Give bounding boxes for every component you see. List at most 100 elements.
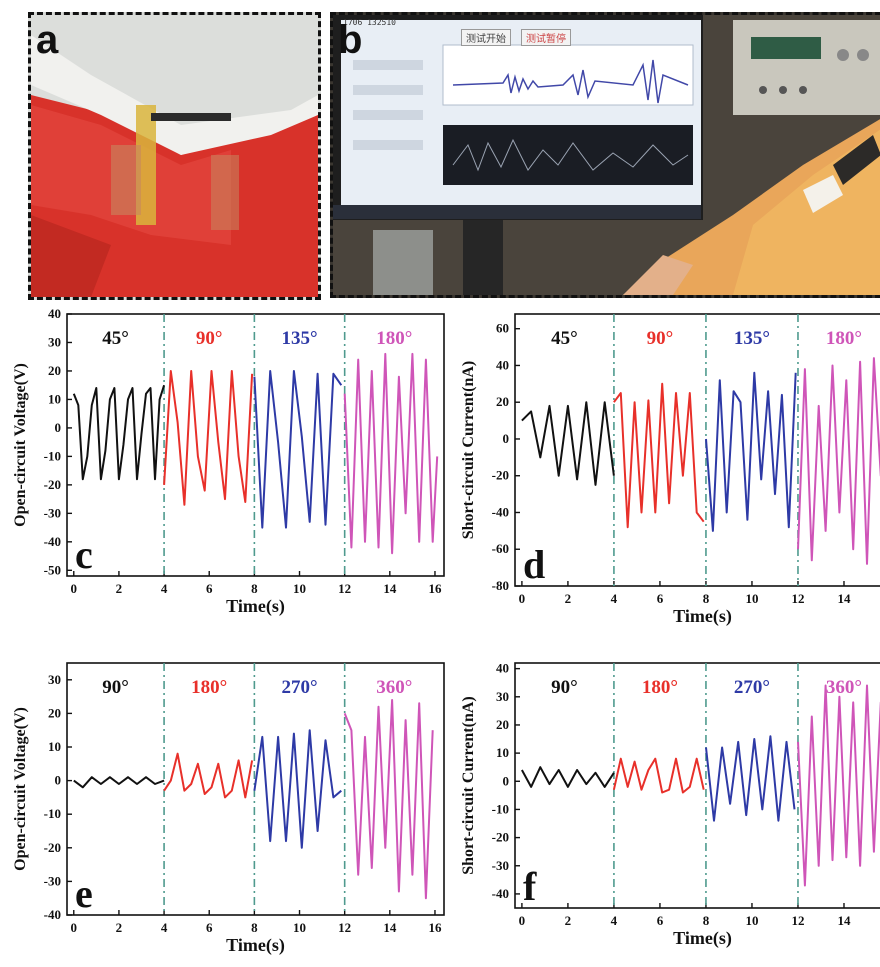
y-tick-label: -20 [44,840,61,855]
y-tick-label: 30 [496,689,509,704]
x-tick-label: 6 [657,913,664,928]
y-tick-label: 60 [496,321,509,336]
x-tick-label: 6 [657,591,664,606]
y-tick-label: 40 [48,306,61,321]
x-tick-label: 4 [161,581,168,596]
x-tick-label: 0 [71,920,78,935]
x-tick-label: 14 [383,581,397,596]
x-tick-label: 12 [791,913,804,928]
y-tick-label: -40 [492,886,509,901]
photo-arm-elbow [28,12,321,300]
series-line-2 [253,370,343,529]
photo-test-setup: 测试开始 测试暂停 1706 132510 [330,12,880,298]
chart-e: -40 -30 -20 -10 0 10 20 30 0 2 4 6 8 10 12 14 16 90° 180° 2… [12,662,445,956]
series-line-2 [705,371,797,532]
plot-frame [66,662,445,916]
y-tick-label: 40 [496,661,509,676]
y-tick-label: -30 [44,873,61,888]
panel-label-d: d [523,542,545,587]
panel-label-e: e [75,871,93,916]
series-label: 270° [734,677,770,698]
y-tick-label: 10 [496,745,509,760]
x-tick-label: 2 [116,581,123,596]
chart-c: -50 -40 -30 -20 -10 0 10 20 30 40 0 2 4 6 8 10 12 14 16 45°… [12,306,445,617]
x-tick-label: 6 [206,920,213,935]
series-label: 360° [826,677,862,698]
x-tick-label: 6 [206,581,213,596]
series-line-1 [163,752,254,799]
series-label: 270° [281,677,317,698]
y-tick-label: -80 [492,578,509,593]
series-line-0 [72,384,166,481]
x-tick-label: 4 [161,920,168,935]
series-line-2 [705,735,796,822]
x-axis-label: Time(s) [673,928,732,949]
y-tick-label: 0 [55,420,62,435]
x-tick-label: 0 [519,913,526,928]
series-line-1 [612,757,705,794]
series-label: 135° [281,328,317,349]
y-tick-label: -40 [44,534,61,549]
series-group [521,684,880,887]
series-line-0 [73,776,165,789]
series-label: 180° [376,328,412,349]
x-tick-label: 16 [428,920,442,935]
plot-frame [514,313,880,587]
series-line-1 [613,382,705,529]
y-tick-label: 30 [48,672,61,687]
y-tick-label: -60 [492,541,509,556]
series-line-0 [521,766,615,788]
x-tick-label: 8 [251,920,258,935]
panel-label-a: a [36,18,59,62]
y-tick-label: -10 [44,806,61,821]
y-tick-label: 40 [496,357,509,372]
x-tick-label: 10 [745,913,758,928]
y-axis-label: Short-circuit Current(nA) [460,361,477,540]
series-line-3 [343,352,439,555]
y-tick-label: 10 [48,391,61,406]
x-tick-label: 10 [745,591,758,606]
series-label: 180° [191,677,227,698]
chart-f: -40-30-20-10010203040024681012141690°180… [460,661,880,949]
x-tick-label: 12 [791,591,804,606]
y-tick-label: -40 [44,907,61,922]
y-tick-label: 0 [503,773,510,788]
chart-d: -80-60-40-200204060024681012141645°90°13… [460,313,880,627]
series-label: 45° [102,328,129,349]
plot-frame [514,662,880,909]
x-tick-label: 4 [611,913,618,928]
x-tick-label: 8 [251,581,258,596]
panel-label-f: f [523,864,537,909]
x-axis-label: Time(s) [226,596,285,617]
photo-a-illustration [31,15,318,297]
series-label: 45° [551,328,578,349]
y-tick-label: -20 [44,477,61,492]
x-tick-label: 14 [837,913,851,928]
panel-label-b: b [338,18,363,62]
series-label: 360° [376,677,412,698]
x-tick-label: 10 [293,920,306,935]
x-tick-label: 16 [428,581,442,596]
y-tick-label: 20 [48,705,61,720]
y-axis-label: Short-circuit Current(nA) [460,696,477,875]
series-group [521,357,880,565]
y-tick-label: 20 [496,394,509,409]
series-label: 90° [102,677,129,698]
plot-frame [66,313,445,577]
series-group [72,352,439,555]
y-tick-label: 0 [55,773,62,788]
x-tick-label: 2 [116,920,123,935]
y-tick-label: 20 [48,363,61,378]
series-line-3 [343,699,434,900]
series-line-2 [253,729,342,849]
screen-pause-button: 测试暂停 [521,29,571,46]
x-tick-label: 12 [338,581,351,596]
series-line-3 [797,684,880,887]
y-tick-label: -20 [492,830,509,845]
series-label: 180° [826,328,862,349]
series-label: 180° [642,677,678,698]
y-tick-label: -10 [44,448,61,463]
screen-start-button: 测试开始 [461,29,511,46]
y-tick-label: -50 [44,562,61,577]
screen-status-text: 1706 132510 [343,18,396,27]
